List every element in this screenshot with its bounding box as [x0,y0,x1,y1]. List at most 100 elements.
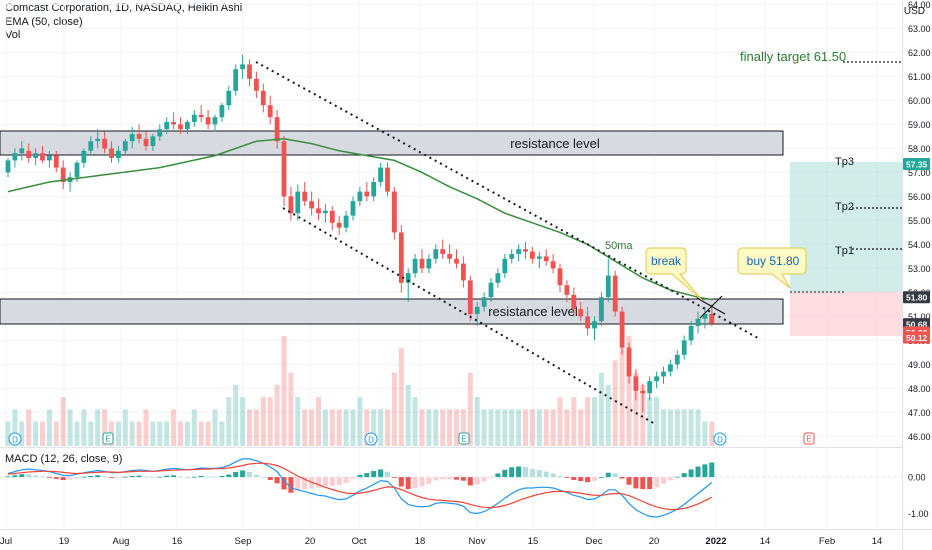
macd-hist-bar [667,477,673,481]
volume-bars [5,336,715,446]
candle [557,263,563,293]
candle [274,110,280,149]
macd-hist-bar [654,477,660,488]
channel-upper-line[interactable] [255,61,759,339]
macd-line [7,458,713,518]
candle [474,302,480,326]
price-tick-label: 53.00 [908,264,931,274]
candle [191,110,197,127]
break-callout-text: break [651,254,682,268]
time-tick-label: 20 [305,536,316,547]
macd-hist-bar [198,476,204,478]
macd-hist-bar [460,477,466,481]
volume-bar [136,421,142,446]
volume-bar [33,421,39,446]
macd-hist-bar [46,477,52,478]
macd-hist-bar [295,477,301,491]
volume-bar [40,421,45,446]
macd-tick-label: -1.00 [908,509,929,519]
volume-bar [171,409,177,446]
macd-hist-bar [502,469,508,478]
volume-bar [460,409,466,446]
time-axis[interactable]: Jul 19 Aug 16 Sep 20 Oct 18 Nov 15 Dec 20 2022 14 Feb 1… [0,536,882,547]
candle [122,138,128,156]
macd-hist-bar [405,477,411,490]
macd-hist-bar [523,466,528,478]
macd-hist-bar [302,477,308,490]
candle [605,258,611,302]
time-tick-label: 14 [760,536,771,547]
candle [530,246,535,264]
macd-hist-bar [74,477,80,478]
candle [219,102,225,122]
macd-hist-bar [336,477,342,486]
svg-text:D: D [12,436,18,445]
volume-bar [350,409,356,446]
candle [385,162,390,197]
volume-bar [260,397,266,446]
macd-hist-bar [612,473,618,478]
tp2-label: Tp2 [835,201,854,213]
candle [488,278,494,302]
volume-bar [184,421,190,446]
candle [495,268,501,288]
time-tick-label: Dec [586,536,603,547]
candle [350,196,356,221]
price-tag: 57.35 [903,158,930,170]
volume-bar [523,409,528,446]
svg-text:E: E [461,435,466,444]
resistance-zone-lower[interactable] [0,298,784,325]
price-tick-label: 55.00 [908,216,931,226]
svg-text:E: E [105,435,110,444]
macd-hist-bar [398,477,404,487]
stop-loss-zone[interactable] [790,292,902,336]
candle [626,342,632,384]
svg-text:50.12: 50.12 [906,333,928,343]
candle [378,162,383,187]
macd-hist-bar [247,472,252,478]
volume-bar [564,409,570,446]
macd-hist-bar [164,475,170,478]
volume-bar [681,409,687,446]
candle [536,251,542,269]
candle [129,126,135,149]
ema-legend: EMA (50, close) [5,16,83,28]
macd-hist-bar [564,477,570,478]
volume-bar [605,384,611,446]
volume-bar [536,409,542,446]
volume-bar [233,384,239,446]
candle [336,215,342,235]
macd-hist-bar [329,477,335,486]
candle [88,136,94,156]
macd-hist-bar [184,477,190,478]
candle [578,302,584,322]
candle [702,306,708,329]
volume-bar [667,409,673,446]
buy-callout[interactable]: buy 51.80 [737,247,807,289]
candle [157,124,163,142]
candle [543,249,549,266]
volume-bar [612,360,618,446]
candle [33,148,38,166]
volume-bar [495,409,501,446]
macd-hist-bar [598,477,604,478]
event-markers[interactable]: D E D E D E [8,432,815,446]
macd-hist-bar [219,476,225,478]
volume-bar [115,421,121,446]
volume-bar [198,421,204,446]
price-tick-label: 60.00 [908,96,931,106]
candle [247,59,252,86]
take-profit-zone[interactable] [790,162,902,292]
earnings-marker-upcoming [803,432,815,445]
macd-hist-bar [509,467,515,478]
candle [260,83,266,113]
break-callout[interactable]: break [645,247,703,301]
candle [226,86,232,110]
macd-hist-bar [633,477,639,489]
price-axis[interactable]: 46.0047.0048.0049.0050.0051.0052.0053.00… [908,0,931,442]
ema-50-line [7,138,712,301]
price-tag: 50.12 [903,331,930,344]
macd-hist-bar [364,473,370,478]
price-tick-label: 47.00 [908,408,931,418]
